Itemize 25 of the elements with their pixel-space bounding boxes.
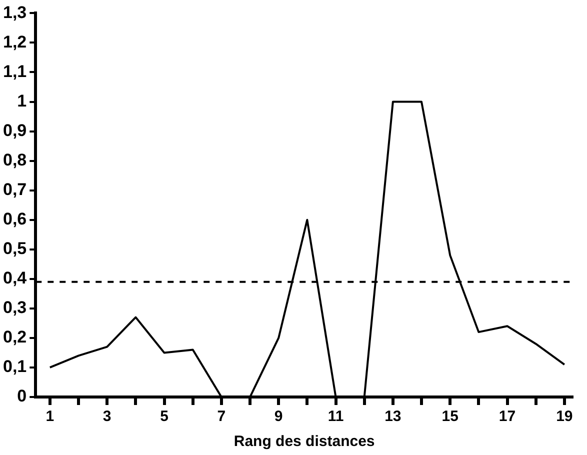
y-tick-label: 0,8: [2, 150, 27, 170]
y-tick-label: 1: [17, 91, 27, 110]
x-axis-title: Rang des distances: [234, 433, 375, 450]
x-tick-label: 15: [442, 408, 458, 426]
y-tick-label: 1,1: [2, 62, 27, 81]
y-tick-label: 0: [17, 386, 27, 406]
y-tick-label: 0,2: [2, 328, 27, 347]
y-tick-label: 0,4: [2, 268, 28, 288]
x-tick-label: 3: [102, 408, 112, 426]
x-tick-label: 19: [556, 408, 573, 426]
y-tick-label: 0,9: [2, 120, 27, 140]
x-tick-label: 1: [46, 408, 54, 426]
y-tick-label: 0,6: [2, 210, 27, 229]
x-tick-label: 9: [274, 408, 283, 426]
x-tick-label: 5: [160, 408, 168, 426]
y-tick-label: 0,3: [2, 298, 27, 318]
x-tick-label: 13: [384, 408, 402, 426]
y-tick-label: 0,1: [2, 357, 27, 376]
x-tick-label: 7: [217, 408, 226, 426]
x-tick-label: 17: [498, 408, 516, 426]
y-tick-label: 1,3: [2, 2, 27, 22]
x-tick-label: 11: [328, 408, 344, 426]
y-tick-label: 0,5: [2, 239, 27, 258]
y-tick-label: 1,2: [2, 32, 27, 52]
y-tick-label: 0,7: [2, 180, 27, 200]
